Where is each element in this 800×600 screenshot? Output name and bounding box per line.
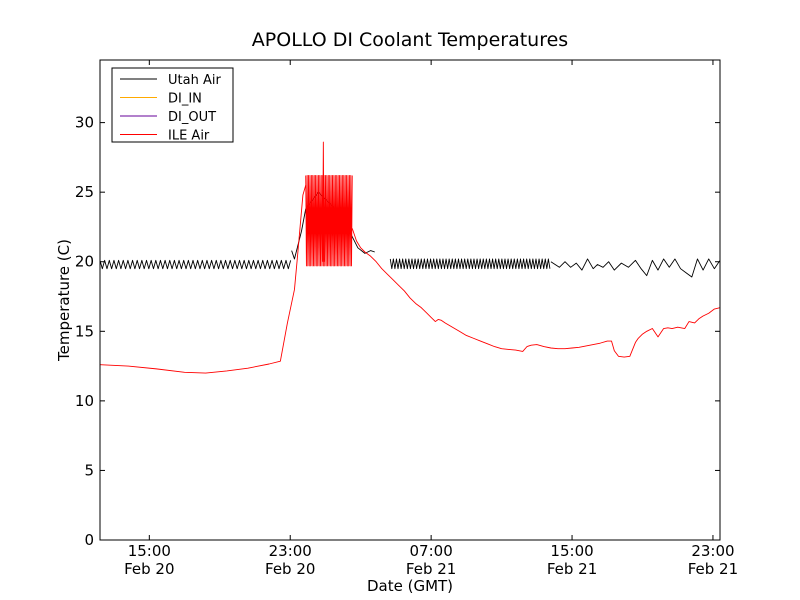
axes-frame — [99, 59, 721, 541]
legend-label: DI_IN — [168, 92, 202, 107]
legend-box — [111, 67, 234, 143]
y-tick-label: 10 — [75, 392, 94, 410]
x-axis-label: Date (GMT) — [367, 577, 453, 595]
y-tick-label: 5 — [84, 461, 94, 479]
x-tick-label-time: 23:00 — [691, 542, 734, 560]
y-axis-label: Temperature (C) — [55, 239, 73, 362]
x-tick-label-date: Feb 21 — [547, 560, 597, 578]
series-line-ile-air-3 — [351, 228, 720, 358]
x-tick-label-date: Feb 21 — [406, 560, 456, 578]
y-tick-label: 25 — [75, 183, 94, 201]
legend: Utah Air DI_IN DI_OUT ILE Air — [111, 67, 234, 144]
y-tick-label: 20 — [75, 253, 94, 271]
series-line-ile-air-1 — [305, 175, 353, 267]
x-tick-label-date: Feb 20 — [265, 560, 315, 578]
x-tick-label-time: 23:00 — [269, 542, 312, 560]
series-line-utah-air-0 — [100, 259, 292, 270]
legend-label: ILE Air — [168, 129, 210, 144]
y-tick-label: 15 — [75, 322, 94, 340]
x-tick-label-time: 15:00 — [550, 542, 593, 560]
legend-label: Utah Air — [168, 73, 221, 88]
legend-label: DI_OUT — [168, 110, 216, 125]
x-tick-label-time: 15:00 — [128, 542, 171, 560]
series-line-utah-air-3 — [550, 258, 720, 278]
chart-title: APOLLO DI Coolant Temperatures — [252, 29, 568, 51]
series-line-ile-air-2 — [322, 141, 325, 262]
x-tick-label-date: Feb 21 — [688, 560, 738, 578]
series-group — [100, 141, 720, 374]
series-line-ile-air-0 — [100, 185, 307, 374]
y-tick-label: 0 — [84, 531, 94, 549]
x-tick-label-time: 07:00 — [410, 542, 453, 560]
x-tick-label-date: Feb 20 — [124, 560, 174, 578]
y-tick-label: 30 — [75, 114, 94, 132]
series-line-utah-air-2 — [389, 258, 551, 270]
